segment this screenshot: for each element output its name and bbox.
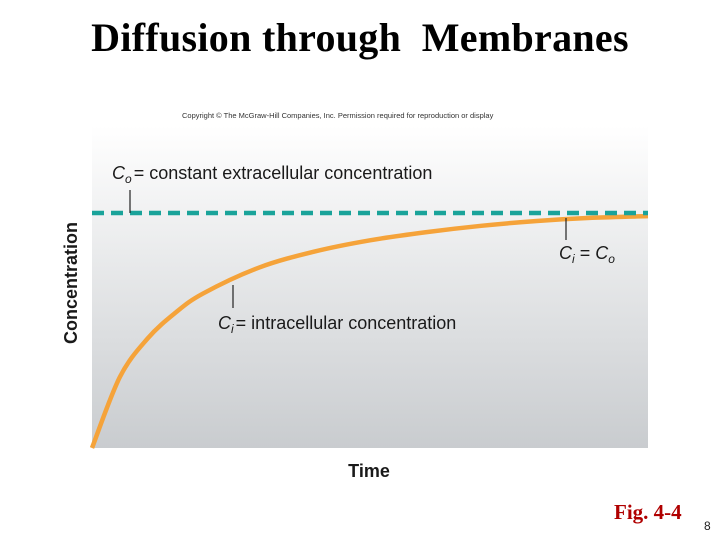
- eq-co-symbol: C: [595, 243, 609, 263]
- series-line-intracellular: [89, 213, 649, 449]
- x-axis-label: Time: [348, 461, 390, 481]
- equilibrium-annotation: Ci = Co: [534, 243, 630, 267]
- ci-subscript: i: [231, 322, 234, 336]
- eq-ci-symbol: C: [559, 243, 573, 263]
- y-axis-label: Concentration: [61, 222, 81, 344]
- co-subscript: o: [125, 172, 132, 186]
- slide-title: Diffusion through Membranes: [91, 15, 629, 60]
- copyright-notice: Copyright © The McGraw-Hill Companies, I…: [182, 111, 494, 120]
- ci-symbol: C: [218, 313, 232, 333]
- eq-equals: =: [575, 243, 596, 263]
- plot-area: [92, 126, 648, 448]
- eq-ci-subscript: i: [572, 252, 575, 266]
- eq-co-subscript: o: [608, 252, 615, 266]
- page-number: 8: [704, 519, 711, 533]
- ci-text: = intracellular concentration: [236, 313, 457, 333]
- co-symbol: C: [112, 163, 126, 183]
- figure-label: Fig. 4-4: [614, 500, 682, 524]
- ci-annotation: Ci = intracellular concentration: [218, 313, 456, 336]
- co-annotation: Co = constant extracellular concentration: [112, 163, 432, 186]
- co-text: = constant extracellular concentration: [134, 163, 433, 183]
